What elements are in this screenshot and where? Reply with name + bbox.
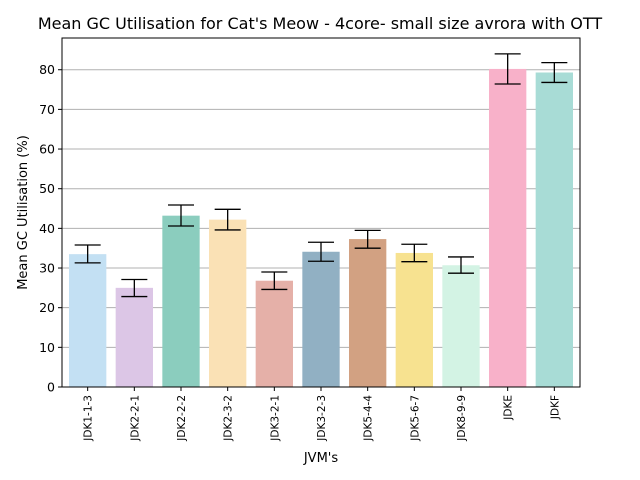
y-tick-label: 60 (39, 142, 55, 157)
y-tick-label: 30 (39, 261, 55, 276)
bar (349, 239, 387, 387)
bar (209, 219, 247, 387)
x-tick-label: JDKF (549, 395, 561, 420)
y-axis-label: Mean GC Utilisation (%) (16, 135, 31, 290)
chart-title: Mean GC Utilisation for Cat's Meow - 4co… (38, 14, 603, 33)
bars (69, 68, 573, 388)
bar (395, 252, 433, 387)
x-tick-label: JDK8-9-9 (456, 395, 468, 442)
y-axis-ticks: 0 10 20 30 40 50 60 70 80 (39, 62, 62, 395)
bar (535, 72, 573, 387)
x-tick-label: JDK2-2-2 (176, 395, 188, 442)
bar (442, 265, 480, 387)
bar (489, 68, 527, 388)
x-tick-label: JDK5-4-4 (363, 395, 375, 442)
error-bars (74, 53, 568, 298)
x-tick-label: JDK1-1-3 (83, 395, 95, 442)
x-tick-label: JDK5-6-7 (409, 395, 421, 442)
x-tick-label: JDK2-3-2 (223, 395, 235, 442)
x-tick-label: JDK2-2-1 (129, 395, 141, 442)
y-tick-label: 80 (39, 62, 55, 77)
x-tick-label: JDK3-2-3 (316, 395, 328, 442)
x-tick-label: JDK3-2-1 (269, 395, 281, 442)
y-tick-label: 10 (39, 340, 55, 355)
bar (162, 215, 200, 387)
bar (69, 254, 107, 387)
y-tick-label: 20 (39, 300, 55, 315)
y-tick-label: 40 (39, 221, 55, 236)
y-tick-label: 50 (39, 181, 55, 196)
bar (115, 287, 153, 387)
x-axis-ticks: JDK1-1-3 JDK2-2-1 JDK2-2-2 JDK2-3-2 JDK3-2-1… (83, 387, 561, 442)
x-tick-label: JDKE (503, 395, 515, 421)
y-tick-label: 0 (47, 380, 55, 395)
x-axis-label: JVM's (303, 451, 339, 466)
bar (302, 251, 340, 387)
y-tick-label: 70 (39, 102, 55, 117)
bar (255, 280, 293, 387)
